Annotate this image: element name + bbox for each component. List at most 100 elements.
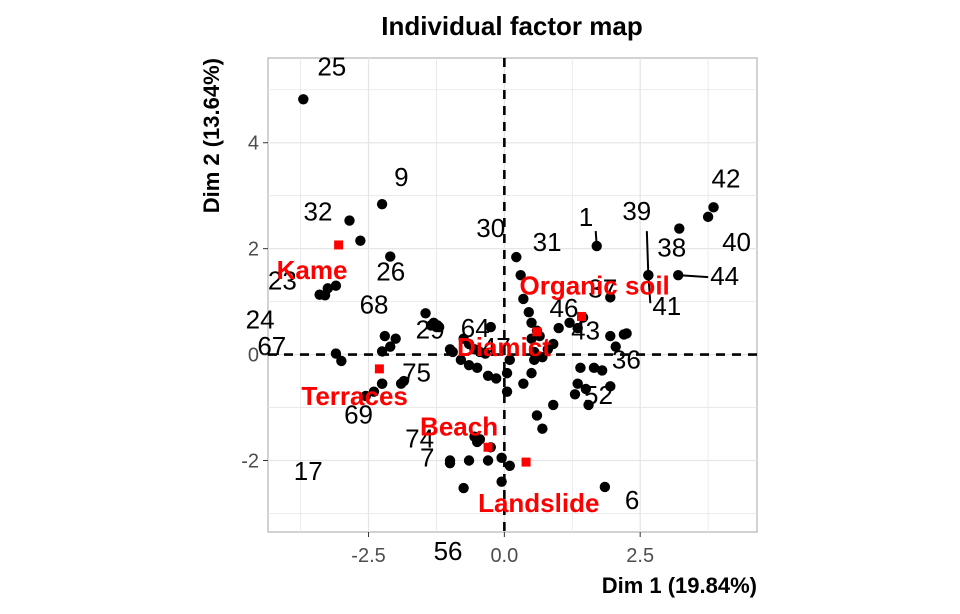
- point: [496, 476, 507, 487]
- point: [621, 328, 632, 339]
- point-1: [591, 240, 602, 252]
- point: [548, 338, 559, 350]
- y-tick-label: 2: [248, 239, 259, 261]
- point: [376, 378, 388, 389]
- x-tick-label: -2.5: [351, 545, 385, 567]
- point-label-31: 31: [533, 227, 562, 257]
- point: [433, 321, 445, 333]
- point-52: [588, 362, 600, 374]
- point: [482, 370, 494, 381]
- point: [518, 378, 529, 389]
- point: [444, 457, 456, 469]
- point-68: [420, 308, 431, 319]
- point-label-64: 64: [461, 313, 490, 343]
- point-44: [673, 269, 684, 281]
- point: [529, 354, 540, 366]
- category-marker-organic-soil: [577, 311, 587, 321]
- point: [583, 399, 594, 411]
- point-label-37: 37: [588, 273, 617, 303]
- point-label-39: 39: [622, 196, 651, 226]
- category-label-diamict: Diamict: [457, 332, 551, 362]
- point: [537, 423, 548, 434]
- category-marker-diamict: [532, 327, 542, 337]
- point-label-24: 24: [246, 305, 275, 335]
- point: [455, 354, 467, 366]
- point-31: [515, 269, 526, 281]
- point-32: [344, 215, 355, 226]
- category-label-organic-soil: Organic soil: [520, 270, 670, 300]
- point-label-69: 69: [344, 400, 373, 430]
- point-label-56: 56: [434, 536, 463, 566]
- point-label-32: 32: [304, 197, 333, 227]
- point-label-7: 7: [420, 443, 434, 473]
- point: [496, 452, 507, 464]
- y-tick-label: -2: [241, 451, 259, 473]
- point: [569, 389, 581, 400]
- point: [504, 460, 515, 471]
- point: [379, 330, 391, 342]
- point-75: [376, 346, 388, 357]
- point-25: [298, 94, 309, 105]
- point: [471, 362, 483, 374]
- point-label-38: 38: [657, 233, 686, 263]
- point: [523, 307, 534, 318]
- point-label-9: 9: [394, 162, 408, 192]
- point-47: [504, 354, 515, 366]
- point-37: [605, 292, 616, 303]
- x-tick-label: 0.0: [490, 545, 518, 567]
- point-40: [702, 211, 714, 223]
- point-64: [485, 321, 496, 333]
- category-label-terraces: Terraces: [301, 381, 408, 411]
- point: [501, 367, 513, 379]
- category-marker-kame: [334, 240, 344, 250]
- point-label-29: 29: [416, 315, 445, 345]
- point: [482, 455, 494, 466]
- point: [518, 293, 529, 305]
- category-marker-beach: [483, 442, 493, 452]
- point-label-43: 43: [571, 316, 600, 346]
- point: [480, 348, 491, 359]
- reference-lines: [268, 58, 757, 532]
- point: [447, 346, 458, 358]
- point-label-17: 17: [294, 456, 323, 486]
- grid-lines: [268, 58, 757, 532]
- point-42: [708, 202, 719, 213]
- y-axis-title: Dim 2 (13.64%): [199, 58, 224, 213]
- category-label-kame: Kame: [277, 255, 348, 285]
- point-label-52: 52: [584, 380, 613, 410]
- point: [501, 386, 513, 397]
- point-29: [390, 333, 401, 344]
- point-23: [330, 280, 342, 291]
- connector-39: [645, 231, 650, 276]
- point-label-25: 25: [317, 51, 346, 81]
- point-label-30: 30: [476, 213, 505, 243]
- point: [605, 381, 616, 392]
- point-38: [674, 223, 685, 234]
- point: [526, 367, 537, 379]
- point-label-68: 68: [360, 289, 389, 319]
- point: [605, 330, 616, 342]
- point-label-47: 47: [482, 332, 511, 362]
- point-6: [599, 481, 611, 493]
- chart-title: Individual factor map: [381, 11, 643, 41]
- point: [330, 348, 342, 359]
- point: [463, 359, 475, 371]
- plot-panel: [267, 57, 758, 533]
- point-56: [458, 482, 469, 494]
- point-46: [526, 317, 537, 329]
- point: [596, 365, 608, 376]
- point: [580, 383, 592, 395]
- point-label-74: 74: [405, 424, 434, 454]
- category-marker-landslide: [521, 457, 531, 467]
- point: [529, 346, 540, 358]
- point-label-44: 44: [710, 261, 739, 291]
- point-label-6: 6: [625, 485, 639, 515]
- point: [548, 399, 559, 411]
- y-axis-ticks: -2 0 2 4: [241, 133, 268, 473]
- point: [564, 317, 575, 329]
- category-label-landslide: Landslide: [478, 488, 599, 518]
- point: [531, 410, 543, 421]
- point: [610, 341, 621, 352]
- point-label-41: 41: [652, 291, 681, 321]
